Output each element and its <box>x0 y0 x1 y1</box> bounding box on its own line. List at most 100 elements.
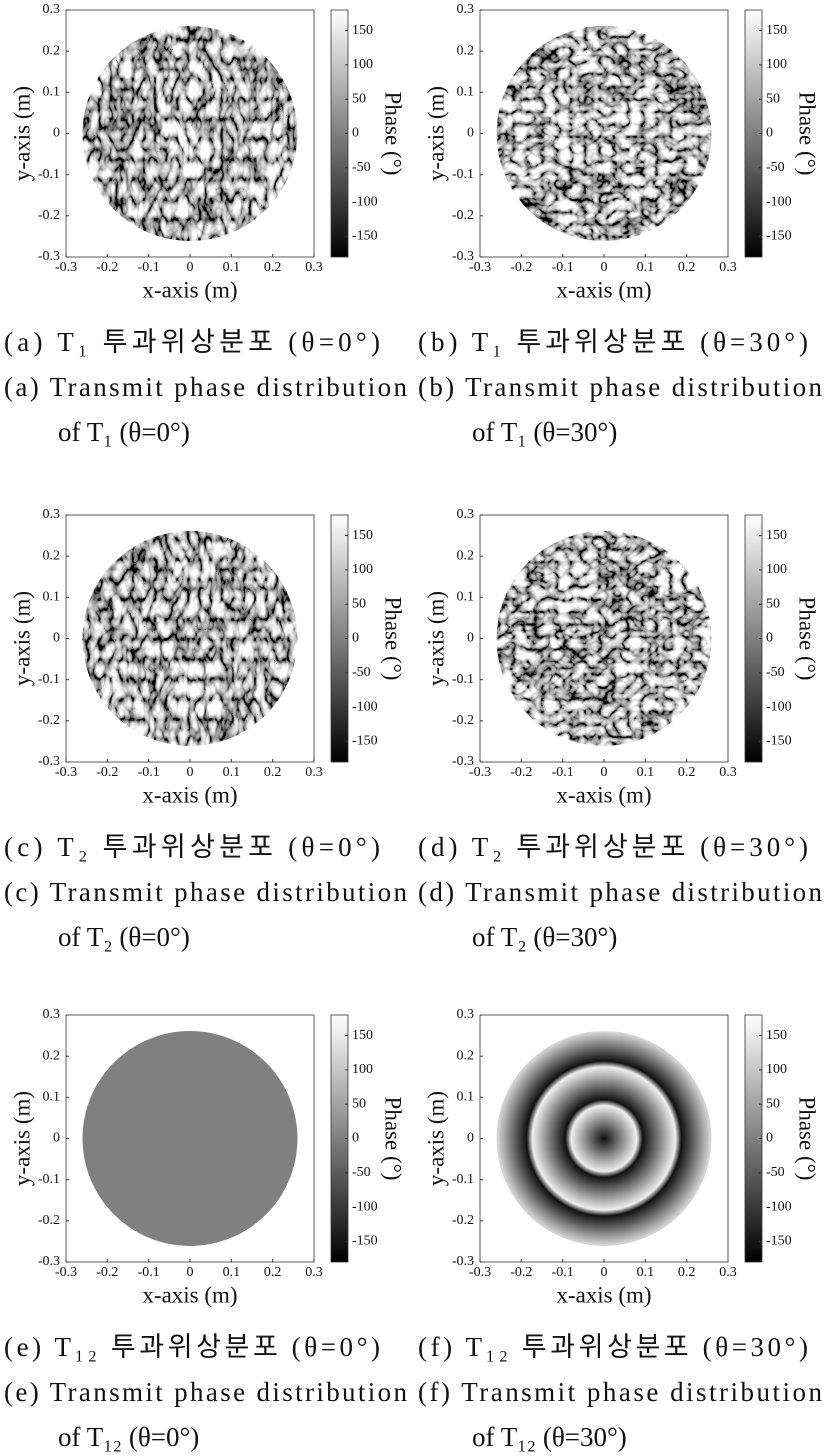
phase-map <box>496 1031 712 1246</box>
y-tick-label: 0.2 <box>43 1048 61 1063</box>
x-tick-label: 0.1 <box>223 765 241 780</box>
y-tick-label: -0.2 <box>452 713 474 728</box>
y-axis-label: y-axis (m) <box>9 86 34 181</box>
y-tick-label: -0.2 <box>38 208 60 223</box>
y-tick-label: 0.3 <box>457 507 475 522</box>
y-tick-label: 0.1 <box>457 590 475 605</box>
y-tick-label: 0.2 <box>457 1048 475 1063</box>
x-axis-label: x-axis (m) <box>142 1282 237 1307</box>
y-tick-label: -0.2 <box>452 1213 474 1228</box>
y-tick-label: 0.2 <box>457 43 475 58</box>
phase-map <box>496 531 712 746</box>
x-tick-label: 0 <box>601 1265 608 1280</box>
y-tick-label: 0.3 <box>457 2 475 17</box>
y-tick-label: 0 <box>53 126 60 141</box>
caption-english: (a) Transmit phase distribution <box>4 372 408 402</box>
y-tick-label: 0.1 <box>457 85 475 100</box>
x-tick-label: 0.3 <box>305 765 323 780</box>
x-tick-label: -0.3 <box>469 765 491 780</box>
x-tick-label: -0.1 <box>552 765 574 780</box>
colorbar-tick-label: 0 <box>766 126 773 141</box>
x-axis-label: x-axis (m) <box>556 782 651 807</box>
phase-map <box>496 26 712 241</box>
caption-english: (e) Transmit phase distribution <box>4 1377 408 1407</box>
y-tick-label: 0 <box>53 631 60 646</box>
x-tick-label: -0.3 <box>469 1265 491 1280</box>
y-tick-label: 0.3 <box>43 1007 61 1022</box>
phase-map <box>82 26 298 241</box>
y-tick-label: 0.1 <box>43 1090 61 1105</box>
x-axis-label: x-axis (m) <box>556 277 651 302</box>
colorbar-tick-label: 0 <box>766 631 773 646</box>
caption-english: of T₁ (θ=30°) <box>472 417 617 447</box>
colorbar-tick-label: 100 <box>766 1062 787 1077</box>
x-tick-label: -0.2 <box>510 260 532 275</box>
y-tick-label: -0.1 <box>452 1172 474 1187</box>
colorbar-tick-label: -50 <box>766 1165 785 1180</box>
colorbar-tick-label: 150 <box>766 528 787 543</box>
y-tick-label: 0 <box>467 126 474 141</box>
x-tick-label: 0.2 <box>264 260 282 275</box>
y-tick-label: 0.3 <box>43 507 61 522</box>
y-tick-label: 0 <box>467 631 474 646</box>
colorbar-tick-label: 150 <box>766 1028 787 1043</box>
colorbar-tick-label: 150 <box>352 23 373 38</box>
caption-korean: (a) T₁ 투과위상분포 (θ=0°) <box>4 327 380 357</box>
y-tick-label: -0.1 <box>452 672 474 687</box>
y-tick-label: -0.2 <box>38 1213 60 1228</box>
caption-english: (f) Transmit phase distribution <box>418 1377 823 1407</box>
caption-english: of T₁₂ (θ=0°) <box>58 1422 199 1452</box>
colorbar-tick-label: 100 <box>352 1062 373 1077</box>
x-tick-label: 0 <box>601 765 608 780</box>
y-tick-label: -0.3 <box>38 249 60 264</box>
y-tick-label: 0 <box>467 1131 474 1146</box>
x-tick-label: 0.3 <box>719 765 737 780</box>
colorbar-tick-label: 50 <box>352 1096 366 1111</box>
x-tick-label: 0.2 <box>678 765 696 780</box>
colorbar-tick-label: -150 <box>352 1234 378 1249</box>
x-tick-label: 0 <box>601 260 608 275</box>
y-tick-label: 0.3 <box>43 2 61 17</box>
x-tick-label: -0.2 <box>510 765 532 780</box>
caption-korean: (f) T₁₂ 투과위상분포 (θ=30°) <box>418 1332 808 1362</box>
y-tick-label: -0.3 <box>452 1254 474 1269</box>
colorbar-tick-label: -100 <box>352 194 378 209</box>
y-tick-label: -0.1 <box>452 167 474 182</box>
caption-english: of T₁₂ (θ=30°) <box>472 1422 627 1452</box>
y-tick-label: 0.1 <box>457 1090 475 1105</box>
colorbar-tick-label: 0 <box>352 631 359 646</box>
caption-english: of T₁ (θ=0°) <box>58 417 190 447</box>
x-tick-label: -0.1 <box>138 1265 160 1280</box>
x-tick-label: 0.1 <box>223 260 241 275</box>
colorbar-label: Phase (°) <box>795 1097 820 1181</box>
y-axis-label: y-axis (m) <box>9 591 34 686</box>
colorbar-tick-label: -150 <box>766 1234 792 1249</box>
y-tick-label: 0.2 <box>457 548 475 563</box>
colorbar-label: Phase (°) <box>381 597 406 681</box>
x-tick-label: -0.2 <box>510 1265 532 1280</box>
x-tick-label: -0.1 <box>138 765 160 780</box>
x-tick-label: 0 <box>187 260 194 275</box>
colorbar-label: Phase (°) <box>381 92 406 176</box>
colorbar-tick-label: -100 <box>766 1199 792 1214</box>
colorbar-tick-label: -50 <box>352 665 371 680</box>
colorbar-tick-label: 150 <box>766 23 787 38</box>
y-axis-label: y-axis (m) <box>9 1091 34 1186</box>
y-tick-label: -0.3 <box>452 249 474 264</box>
y-tick-label: 0.1 <box>43 85 61 100</box>
y-tick-label: -0.3 <box>452 754 474 769</box>
colorbar-tick-label: 50 <box>352 596 366 611</box>
colorbar-tick-label: -50 <box>766 160 785 175</box>
y-tick-label: -0.2 <box>452 208 474 223</box>
x-tick-label: -0.2 <box>96 1265 118 1280</box>
colorbar-tick-label: -100 <box>766 194 792 209</box>
y-tick-label: 0.1 <box>43 590 61 605</box>
phase-map <box>82 531 298 746</box>
colorbar-tick-label: 50 <box>766 596 780 611</box>
caption-english: (b) Transmit phase distribution <box>418 372 823 402</box>
caption-english: (d) Transmit phase distribution <box>418 877 823 907</box>
x-tick-label: -0.3 <box>55 1265 77 1280</box>
x-tick-label: 0.1 <box>637 765 655 780</box>
caption-korean: (d) T₂ 투과위상분포 (θ=30°) <box>418 832 808 862</box>
